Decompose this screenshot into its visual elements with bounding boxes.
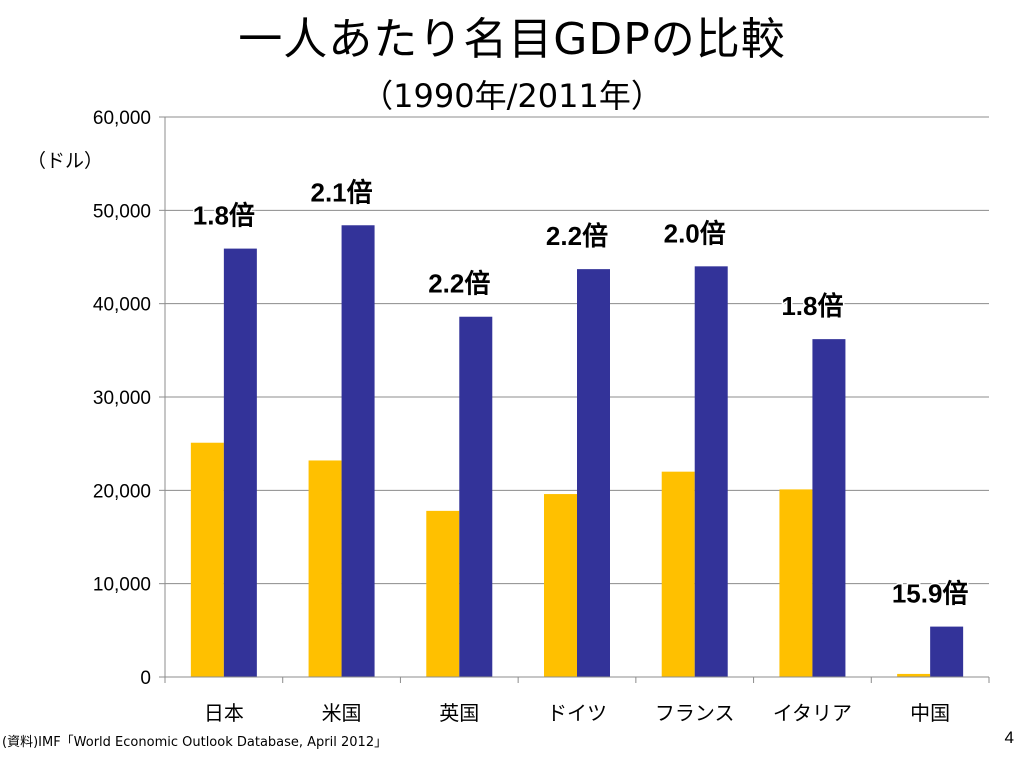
bar-series1 <box>308 460 342 677</box>
ratio-label: 15.9倍 <box>892 579 969 609</box>
category-label: 中国 <box>910 701 950 725</box>
ratio-label: 2.2倍 <box>546 221 608 251</box>
y-tick-labels: 0 10,000 20,000 30,000 40,000 50,000 60,000 <box>93 108 151 689</box>
bar-series2 <box>341 225 375 677</box>
ratio-labels: 1.8倍 2.1倍 2.2倍 2.2倍 2.0倍 1.8倍 15.9倍 <box>191 176 970 610</box>
y-axis-unit-label: （ドル） <box>27 150 103 172</box>
y-tick-label: 20,000 <box>93 481 151 502</box>
ratio-label: 1.8倍 <box>781 291 843 321</box>
bar-series2 <box>930 626 964 677</box>
y-tick-label: 0 <box>140 668 151 689</box>
bar-series2 <box>459 316 493 677</box>
bars <box>190 225 964 677</box>
ratio-label: 2.1倍 <box>310 177 372 207</box>
category-label: フランス <box>655 701 735 725</box>
bar-series1 <box>544 494 577 677</box>
y-tick-label: 60,000 <box>93 108 151 129</box>
slide-title: 一人あたり名目GDPの比較 <box>238 14 786 65</box>
bar-series2 <box>577 269 610 677</box>
y-tick-label: 50,000 <box>93 201 151 222</box>
bar-series1 <box>897 673 931 677</box>
bar-series1 <box>190 442 224 677</box>
category-label: イタリア <box>773 701 852 725</box>
category-label: 米国 <box>322 701 362 725</box>
bar-series1 <box>426 510 460 677</box>
bar-series1 <box>779 489 813 677</box>
bar-series2 <box>694 266 728 677</box>
slide-subtitle: （1990年/2011年） <box>361 77 663 115</box>
bar-series2 <box>812 339 846 677</box>
category-label: ドイツ <box>547 701 607 725</box>
ratio-label: 1.8倍 <box>193 201 255 231</box>
page-number: 4 <box>1004 728 1014 747</box>
category-label: 日本 <box>204 701 244 725</box>
bar-series1 <box>661 471 695 677</box>
y-tick-label: 10,000 <box>93 575 151 596</box>
source-note: (資料)IMF「World Economic Outlook Database,… <box>2 735 388 750</box>
y-tick-label: 40,000 <box>93 295 151 316</box>
ratio-label: 2.0倍 <box>664 218 726 248</box>
bar-series2 <box>223 248 257 677</box>
axes <box>159 116 990 683</box>
category-label: 英国 <box>439 701 479 725</box>
y-tick-label: 30,000 <box>93 388 151 409</box>
category-labels: 日本 米国 英国 ドイツ フランス イタリア 中国 <box>204 701 950 725</box>
ratio-label: 2.2倍 <box>428 269 490 299</box>
